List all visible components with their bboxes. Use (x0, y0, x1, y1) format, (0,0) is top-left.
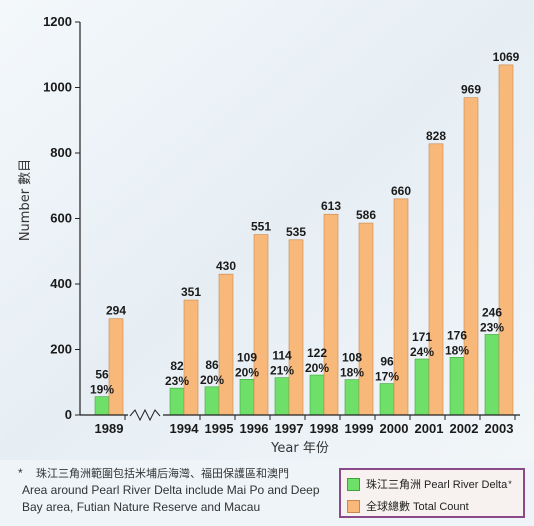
data-label-prd: 171 (412, 330, 432, 344)
data-label-total: 828 (426, 129, 446, 143)
x-tick-label: 1997 (275, 421, 304, 436)
data-label-total: 430 (216, 259, 236, 273)
footnote-chinese: 珠江三角洲範圍包括米埔后海灣、福田保護區和澳門 (36, 467, 289, 480)
data-label-percent: 17% (375, 370, 399, 384)
footnote-english: Area around Pearl River Delta include Ma… (22, 483, 320, 514)
data-label-total: 586 (356, 208, 376, 222)
bar-total (428, 143, 444, 416)
data-label-prd: 96 (380, 355, 394, 369)
bar-total (253, 234, 269, 416)
x-tick-label: 2001 (415, 421, 444, 436)
data-label-prd: 122 (307, 346, 327, 360)
data-label-percent: 21% (270, 364, 294, 378)
data-label-total: 351 (181, 285, 201, 299)
data-label-percent: 18% (445, 343, 469, 357)
data-label-prd: 108 (342, 351, 362, 365)
data-label-percent: 20% (235, 365, 259, 379)
data-label-total: 551 (251, 220, 271, 234)
y-axis: 0 200 400 600 800 1000 1200 (43, 14, 81, 422)
data-label-total: 294 (106, 304, 126, 318)
bar-prd (449, 357, 465, 416)
data-label-percent: 18% (340, 366, 364, 380)
y-tick-label: 1200 (43, 14, 72, 29)
bar-total (358, 222, 374, 416)
x-tick-label: 1996 (240, 421, 269, 436)
bar-prd (484, 334, 500, 416)
data-label-total: 535 (286, 225, 306, 239)
bar-prd (204, 386, 220, 416)
data-label-prd: 109 (237, 350, 257, 364)
bar-prd (309, 374, 325, 416)
data-label-prd: 176 (447, 328, 467, 342)
bar-prd (169, 387, 185, 416)
data-label-prd: 114 (272, 349, 292, 363)
bar-prd (274, 377, 290, 416)
bar-total (288, 239, 304, 416)
legend: 珠江三角洲 Pearl River Delta * 全球總數 Total Coun… (339, 468, 525, 518)
x-axis: 1989 1994 1995 1996 1997 1998 1999 2000 2001 2002… (80, 408, 520, 436)
x-tick-label: 2003 (485, 421, 514, 436)
data-label-total: 1069 (493, 50, 520, 64)
bar-prd (414, 358, 430, 416)
data-label-percent: 24% (410, 345, 434, 359)
x-tick-label: 1995 (205, 421, 234, 436)
y-tick-label: 1000 (43, 80, 72, 95)
y-tick-label: 200 (50, 342, 72, 357)
data-label-prd: 86 (205, 358, 219, 372)
data-label-prd: 82 (170, 359, 184, 373)
legend-item-total: 全球總數 Total Count (347, 497, 469, 515)
data-label-percent: 23% (480, 320, 504, 334)
legend-swatch-total (347, 499, 360, 513)
x-tick-label: 1998 (310, 421, 339, 436)
bar-total (498, 64, 514, 416)
bar-prd (239, 379, 255, 416)
y-tick-label: 0 (65, 407, 72, 422)
x-axis-title: Year 年份 (270, 441, 329, 456)
legend-swatch-prd (347, 477, 360, 491)
data-label-total: 660 (391, 184, 411, 198)
data-label-percent: 23% (165, 374, 189, 388)
footnote: * 珠江三角洲範圍包括米埔后海灣、福田保護區和澳門 Area around Pe… (18, 465, 342, 516)
bar-total (323, 213, 339, 416)
data-label-percent: 20% (305, 361, 329, 375)
data-label-prd: 56 (95, 368, 109, 382)
y-tick-label: 800 (50, 145, 72, 160)
x-tick-label: 1989 (95, 421, 124, 436)
legend-label-prd: 珠江三角洲 Pearl River Delta (366, 479, 508, 491)
x-tick-label: 1999 (345, 421, 374, 436)
bars-group: 5619%2948223%3518620%43010920%55111421%5… (90, 50, 520, 416)
data-label-prd: 246 (482, 305, 502, 319)
bar-prd (344, 379, 360, 416)
data-label-percent: 20% (200, 373, 224, 387)
data-label-total: 613 (321, 199, 341, 213)
data-label-total: 969 (461, 83, 481, 97)
legend-prd-marker: * (508, 479, 512, 489)
bar-prd (379, 383, 395, 416)
legend-label-total: 全球總數 Total Count (366, 501, 469, 513)
bar-total (218, 273, 234, 416)
y-tick-label: 600 (50, 211, 72, 226)
legend-item-prd: 珠江三角洲 Pearl River Delta * (347, 475, 512, 493)
footnote-star: * (18, 466, 23, 480)
x-tick-label: 2002 (450, 421, 479, 436)
y-tick-label: 400 (50, 276, 72, 291)
bar-total (463, 97, 479, 416)
x-tick-label: 1994 (170, 421, 200, 436)
axis-break-mark (129, 408, 161, 422)
bar-total (183, 299, 199, 416)
bar-prd (94, 396, 110, 416)
y-axis-title: Number 數目 (18, 159, 33, 241)
bar-total (108, 318, 124, 416)
data-label-percent: 19% (90, 383, 114, 397)
x-tick-label: 2000 (380, 421, 409, 436)
